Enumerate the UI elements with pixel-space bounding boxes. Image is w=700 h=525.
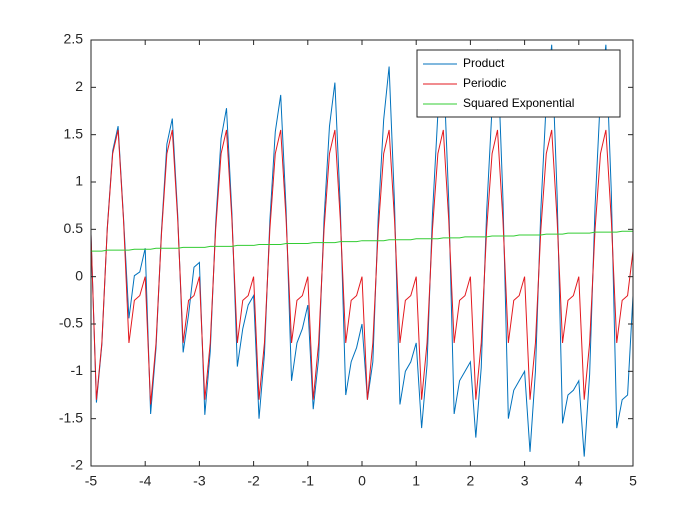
y-tick-label: 0 [75,267,83,283]
legend-text: Squared Exponential [463,96,574,110]
y-tick-label: -1.5 [59,409,83,425]
y-tick-label: 1.5 [64,125,84,141]
x-tick-label: -1 [302,473,315,489]
y-tick-label: -0.5 [59,315,83,331]
x-tick-label: 3 [521,473,529,489]
legend-text: Product [463,56,505,70]
x-tick-label: -5 [85,473,98,489]
y-tick-label: 0.5 [64,220,84,236]
series-line [91,129,633,405]
x-tick-label: -3 [193,473,206,489]
legend-text: Periodic [463,76,506,90]
y-tick-label: 1 [75,173,83,189]
y-tick-label: 2 [75,78,83,94]
y-tick-label: -2 [71,457,84,473]
series-line [91,230,633,252]
x-tick-label: -2 [247,473,260,489]
x-tick-label: 2 [467,473,475,489]
y-tick-label: 2.5 [64,31,84,47]
y-tick-label: -1 [71,362,84,378]
x-tick-label: 4 [575,473,583,489]
x-tick-label: 1 [412,473,420,489]
x-tick-label: 0 [358,473,366,489]
x-tick-label: 5 [629,473,637,489]
x-tick-label: -4 [139,473,152,489]
